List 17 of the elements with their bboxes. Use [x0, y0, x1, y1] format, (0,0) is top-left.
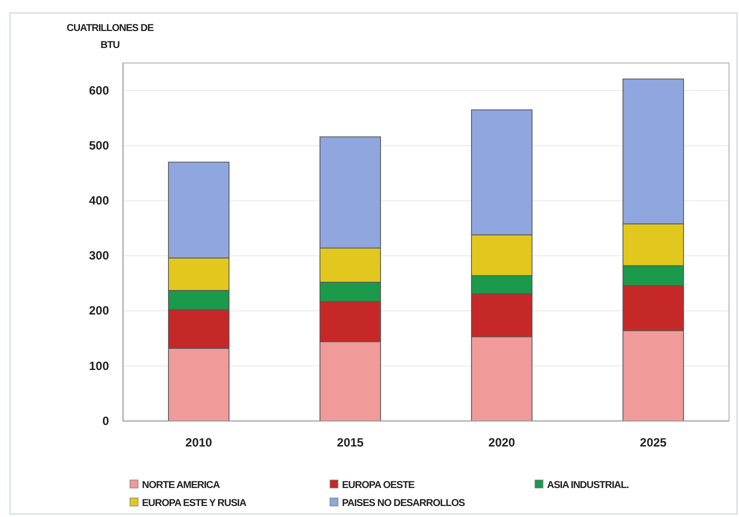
y-tick-label: 0	[102, 414, 110, 428]
y-tick-label: 600	[88, 83, 110, 98]
y-tick-label: 300	[88, 248, 110, 263]
y-tick-label: 400	[88, 194, 110, 208]
legend-label: PAISES NO DESARROLLOS	[342, 498, 466, 509]
y-tick-label: 200	[88, 304, 110, 318]
legend-label: EUROPA ESTE Y RUSIA	[142, 498, 246, 509]
y-tick-label: 100	[88, 358, 110, 373]
y-tick-label: 500	[88, 138, 110, 152]
legend-label: ASIA INDUSTRIAL.	[547, 480, 630, 491]
x-tick-label: 2025	[640, 436, 667, 450]
x-tick-label: 2015	[336, 436, 364, 450]
legend-label: NORTE AMERICA	[142, 480, 220, 491]
y-axis-title: CUATRILLONES DE BTU	[66, 23, 154, 51]
legend-label: EUROPA OESTE	[342, 480, 416, 491]
x-tick-label: 2020	[488, 436, 516, 450]
x-tick-label: 2010	[185, 436, 212, 450]
